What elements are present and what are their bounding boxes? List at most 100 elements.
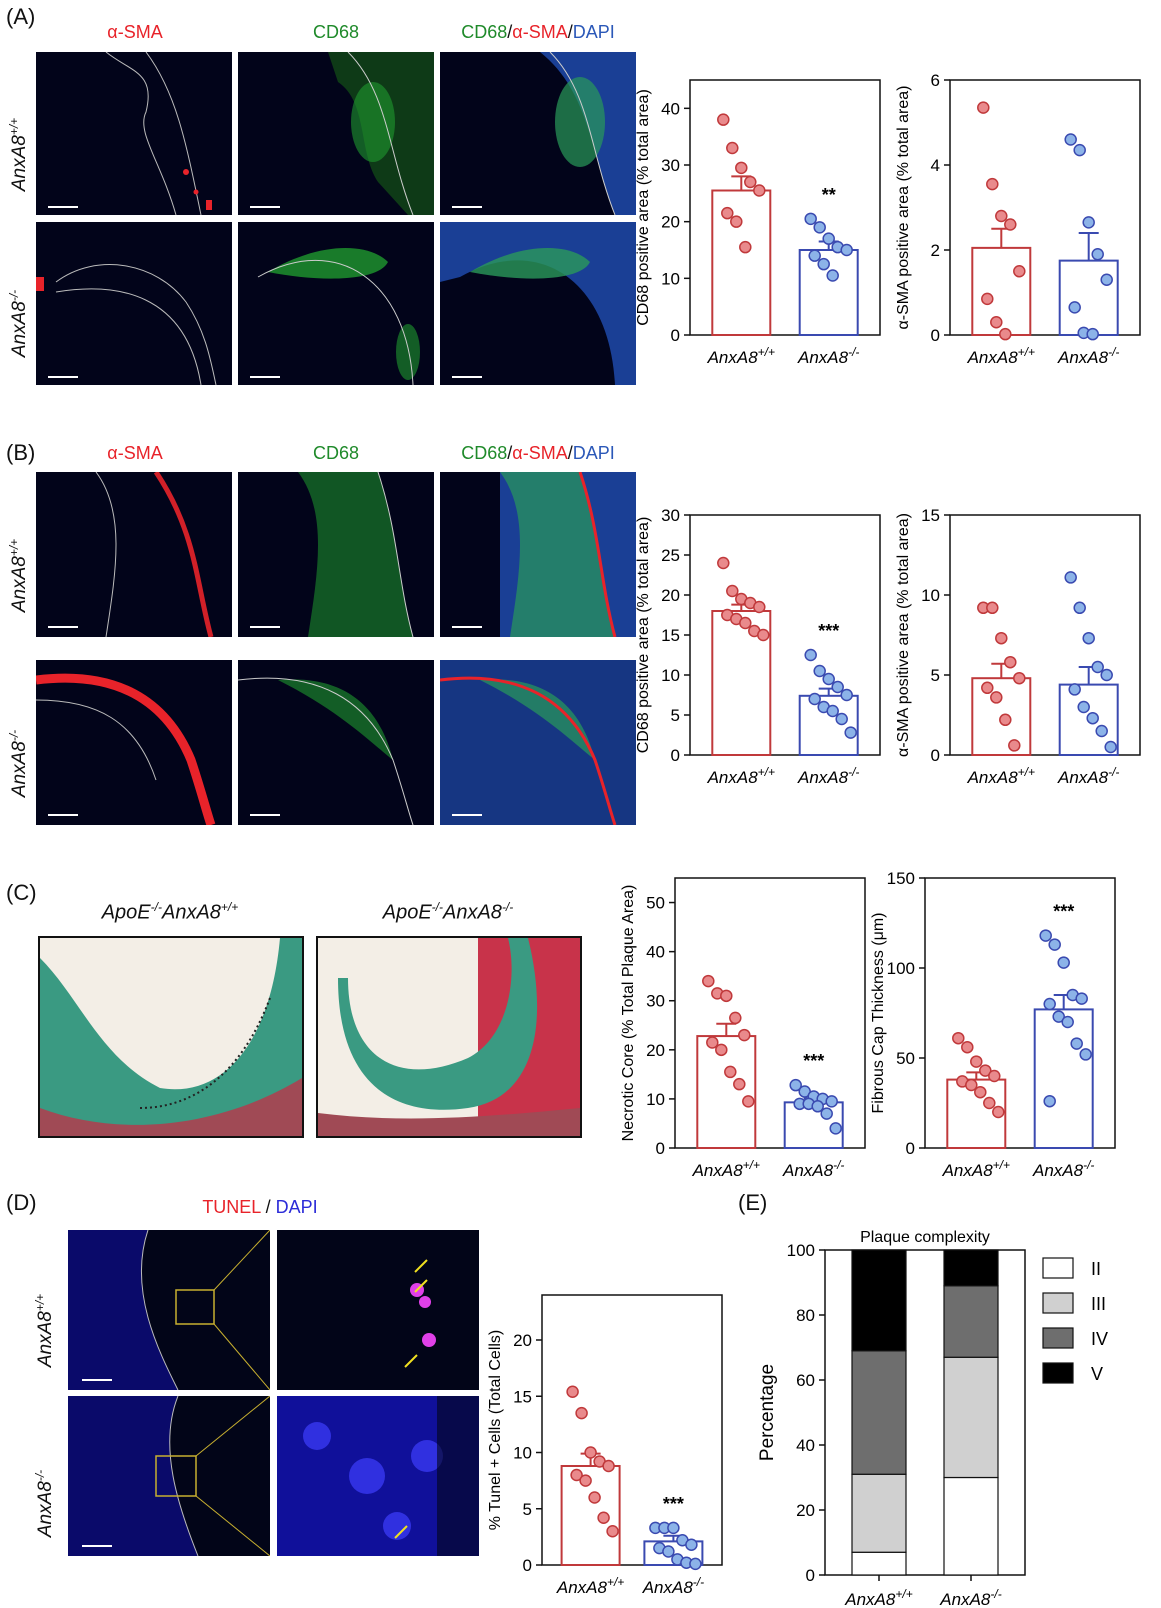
data-point xyxy=(1091,248,1104,261)
x-tick-label: AnxA8-/- xyxy=(1057,345,1119,367)
data-point xyxy=(753,600,766,614)
y-tick-label: 20 xyxy=(661,586,680,605)
x-tick-label: AnxA8-/- xyxy=(1057,765,1119,787)
y-axis-label: α-SMA positive area (% total area) xyxy=(895,85,912,329)
x-tick-label: AnxA8+/+ xyxy=(967,765,1035,787)
plot-area: 0 2 4 6 α-SMA positive area (% total area) An… xyxy=(895,71,1141,367)
y-tick-label: 80 xyxy=(796,1306,815,1325)
data-point xyxy=(1075,992,1088,1005)
legend-label: III xyxy=(1091,1294,1106,1314)
y-tick-label: 2 xyxy=(931,241,940,260)
y-tick-label: 150 xyxy=(887,869,915,888)
data-point xyxy=(1104,740,1117,754)
data-point xyxy=(702,974,715,988)
micrograph-b-ko-merge xyxy=(440,660,636,825)
x-tick-label: AnxA8+/+ xyxy=(692,1158,760,1180)
data-point xyxy=(811,1100,824,1113)
data-point xyxy=(1048,938,1061,951)
stack-segment xyxy=(851,1249,907,1352)
data-point xyxy=(570,1468,583,1482)
data-point xyxy=(831,680,844,694)
y-tick-label: 30 xyxy=(661,506,680,525)
data-point xyxy=(840,688,853,702)
y-tick-label: 30 xyxy=(661,156,680,175)
y-tick-label: 30 xyxy=(646,992,665,1011)
data-point xyxy=(995,631,1008,645)
data-point xyxy=(717,556,730,570)
stack-segment xyxy=(943,1476,999,1576)
panel-label-c: (C) xyxy=(6,880,37,905)
plot-area: 0 10 20 30 40 50 Necrotic Core (% Total Plaque… xyxy=(620,877,866,1180)
y-tick-label: 4 xyxy=(931,156,940,175)
data-point xyxy=(829,1122,842,1135)
data-point xyxy=(1077,700,1090,714)
data-point xyxy=(1043,997,1056,1011)
y-tick-label: 0 xyxy=(671,746,680,765)
x-tick-label: AnxA8+/+ xyxy=(942,1158,1010,1180)
data-point xyxy=(1068,683,1081,696)
bar xyxy=(1058,259,1119,336)
plot-frame xyxy=(924,877,1116,1149)
header-b-merge-cd68: CD68 xyxy=(461,443,508,463)
y-tick-label: 100 xyxy=(787,1241,815,1260)
header-a-asma: α-SMA xyxy=(107,22,163,42)
legend-swatch xyxy=(1042,1362,1074,1384)
header-b-merge: CD68/α-SMA/DAPI xyxy=(440,443,636,464)
row-label-b-wt: AnxA8+/+ xyxy=(6,538,31,613)
data-point xyxy=(729,1011,742,1025)
data-point xyxy=(1100,668,1113,682)
micrograph-a-ko-cd68 xyxy=(238,222,434,385)
x-tick-label: AnxA8-/- xyxy=(642,1575,704,1597)
data-point xyxy=(739,616,752,630)
row-label-d-wt: AnxA8+/+ xyxy=(32,1293,57,1368)
y-tick-label: 5 xyxy=(523,1500,532,1519)
data-point xyxy=(735,161,748,175)
header-a-merge-cd68: CD68 xyxy=(461,22,508,42)
header-d-tunel: TUNEL xyxy=(202,1197,261,1217)
y-axis-label: Fibrous Cap Thickness (μm) xyxy=(870,913,887,1114)
y-tick-label: 0 xyxy=(656,1139,665,1158)
micrograph-d-wt-overview xyxy=(68,1230,270,1390)
data-point xyxy=(844,726,857,739)
chart-e-plaque-complexity: Plaque complexity 0 20 40 60 80 100 Percentage A… xyxy=(757,1229,1108,1608)
y-tick-label: 10 xyxy=(513,1444,532,1463)
header-a-cd68: CD68 xyxy=(312,22,360,42)
stack-segment xyxy=(943,1285,999,1358)
data-point xyxy=(706,1036,719,1049)
data-point xyxy=(689,1557,702,1571)
data-point xyxy=(597,1511,610,1524)
stack-segment xyxy=(851,1473,907,1553)
y-tick-label: 0 xyxy=(931,326,940,345)
y-tick-label: 0 xyxy=(671,326,680,345)
bar xyxy=(711,189,772,336)
header-b-asma: α-SMA xyxy=(107,443,163,463)
plot-frame xyxy=(674,877,866,1149)
data-point xyxy=(667,1521,680,1535)
image-label-c-wt: ApoE-/-AnxA8+/+ xyxy=(101,900,239,924)
stack-segment xyxy=(943,1249,999,1287)
header-a-merge-slash1: / xyxy=(507,22,513,42)
trichrome-image-ko xyxy=(316,936,582,1138)
data-point xyxy=(808,692,821,706)
micrograph-a-wt-cd68 xyxy=(238,52,434,215)
data-point xyxy=(789,1078,802,1092)
data-point xyxy=(813,664,826,678)
micrograph-a-wt-asma xyxy=(36,52,232,215)
data-point xyxy=(1013,265,1026,278)
header-b-merge-asma: α-SMA xyxy=(512,443,568,463)
data-point xyxy=(952,1031,965,1045)
data-point xyxy=(981,681,994,695)
plot-area: 0 5 10 15 α-SMA positive area (% total area)… xyxy=(895,506,1141,787)
micrograph-b-wt-merge xyxy=(440,472,636,637)
x-tick-label: AnxA8-/- xyxy=(1032,1158,1094,1180)
header-d-dapi: DAPI xyxy=(275,1197,318,1217)
data-point xyxy=(579,1474,592,1487)
plot-area: Plaque complexity 0 20 40 60 80 100 Percentage A… xyxy=(757,1229,1108,1608)
data-point xyxy=(1082,216,1095,229)
chart-a-cd68: 0 10 20 30 40 CD68 positive area (% total are… xyxy=(635,79,881,367)
data-point xyxy=(584,1446,597,1459)
y-tick-label: 10 xyxy=(661,666,680,685)
header-a-merge-dapi: DAPI xyxy=(572,22,615,42)
data-point xyxy=(988,1069,1001,1083)
data-point xyxy=(715,1043,728,1057)
